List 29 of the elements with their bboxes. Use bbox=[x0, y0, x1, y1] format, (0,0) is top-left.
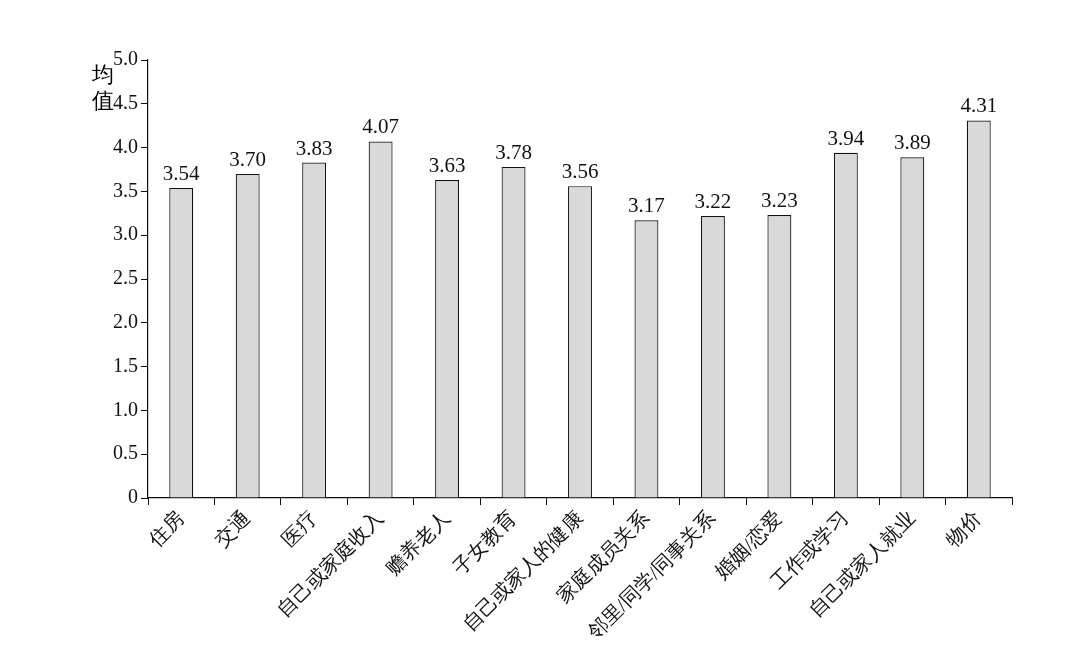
x-tick-label: 医疗 bbox=[276, 506, 321, 551]
data-label: 3.83 bbox=[295, 135, 333, 160]
data-label: 3.22 bbox=[694, 188, 732, 213]
data-label: 4.07 bbox=[362, 114, 399, 139]
y-tick-label: 3.0 bbox=[113, 222, 138, 245]
y-tick-label: 3.5 bbox=[113, 178, 138, 201]
y-tick-label: 0.5 bbox=[113, 441, 138, 464]
y-axis-title: 均值 bbox=[92, 62, 114, 114]
data-label: 3.54 bbox=[162, 160, 201, 185]
y-tick-label: 5.0 bbox=[113, 47, 138, 70]
x-tick-label: 住房 bbox=[143, 506, 188, 552]
y-tick-label: 4.0 bbox=[113, 134, 138, 157]
data-label: 4.31 bbox=[960, 93, 998, 118]
data-label: 3.70 bbox=[229, 146, 267, 171]
y-tick-label: 1.5 bbox=[113, 353, 138, 376]
x-tick-label: 交通 bbox=[210, 506, 255, 551]
data-label: 3.17 bbox=[628, 193, 665, 218]
y-tick-label: 2.0 bbox=[113, 310, 138, 333]
data-label: 3.56 bbox=[561, 159, 599, 184]
data-label: 3.89 bbox=[893, 130, 931, 155]
data-label: 3.63 bbox=[428, 153, 466, 178]
x-tick-label: 物价 bbox=[941, 506, 986, 551]
y-tick-label: 1.0 bbox=[113, 397, 138, 420]
y-tick-label: 4.5 bbox=[113, 91, 138, 114]
data-label: 3.78 bbox=[495, 139, 532, 164]
y-tick-label: 2.5 bbox=[113, 266, 138, 289]
data-label: 3.94 bbox=[827, 125, 865, 150]
y-tick-label: 0 bbox=[128, 485, 138, 508]
data-label: 3.23 bbox=[761, 188, 798, 213]
